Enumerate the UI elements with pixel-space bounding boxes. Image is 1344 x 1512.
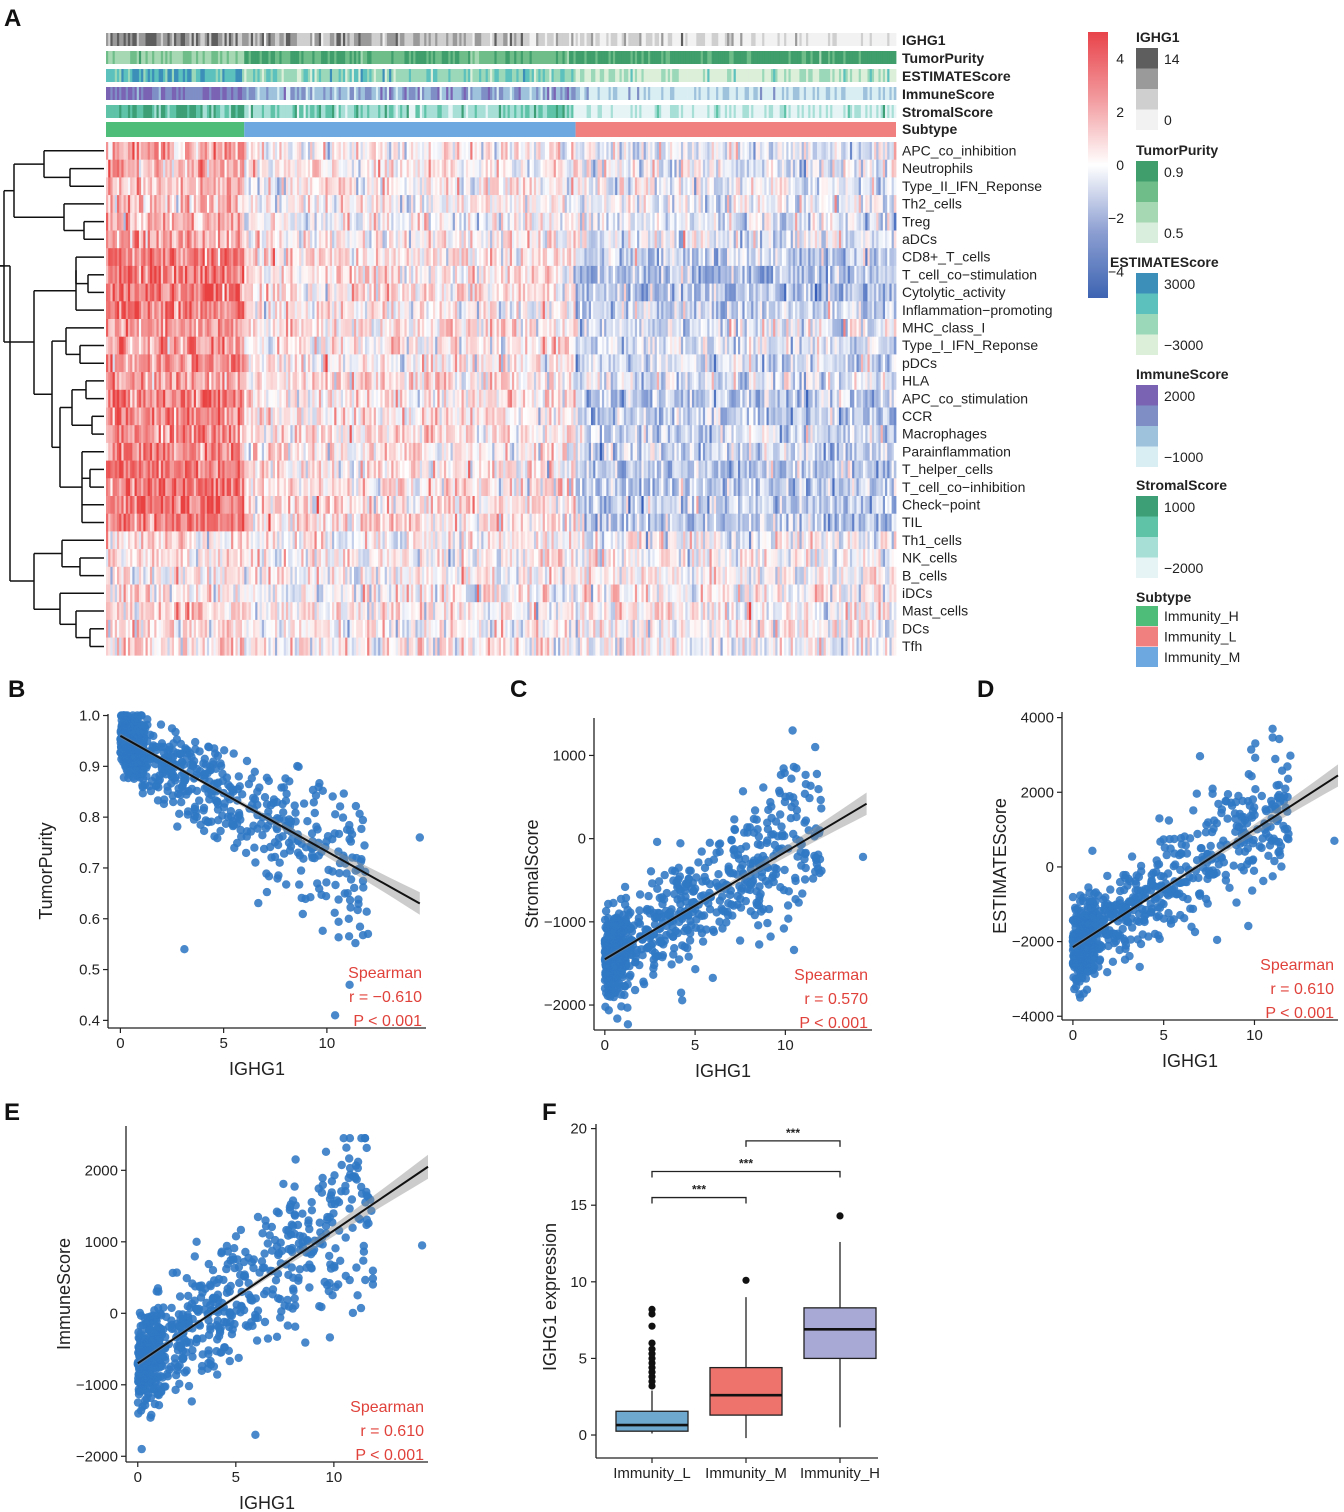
annotation-track-label: ESTIMATEScore: [902, 68, 1011, 84]
annotation-tracks: [106, 33, 896, 137]
annotation-track-subtype: [106, 122, 896, 137]
heatmap-row: [106, 142, 896, 160]
annotation-track-label: IGHG1: [902, 32, 946, 48]
annotation-track-label: Subtype: [902, 121, 957, 137]
heatmap-cell: [894, 213, 897, 231]
heatmap-cell: [894, 160, 897, 178]
annotation-track-estimatescore: [106, 69, 896, 82]
annotation-track-label: StromalScore: [902, 104, 993, 120]
heatmap-row: [106, 248, 896, 266]
annotation-track-label: ImmuneScore: [902, 86, 995, 102]
subtype-block-immunity_h: [106, 122, 244, 137]
heatmap-row: [106, 231, 896, 249]
track-cell: [894, 87, 897, 100]
heatmap-row: [106, 195, 896, 213]
heatmap-row: [106, 284, 896, 302]
heatmap-body: [106, 142, 896, 656]
heatmap-cell: [894, 248, 897, 266]
annotation-track-tumorpurity: [106, 51, 896, 64]
subtype-block-immunity_l: [576, 122, 896, 137]
heatmap-row: [106, 266, 896, 284]
heatmap-row: [106, 177, 896, 195]
panel-a-heatmap: A IGHG1 TumorPurity ESTIMATEScore ImmuneSco…: [0, 5, 1240, 667]
annotation-track-stromalscore: [106, 105, 896, 118]
track-cell: [894, 51, 897, 64]
heatmap-cell: [894, 177, 897, 195]
heatmap-cell: [894, 142, 897, 160]
panel-letter-a: A: [4, 5, 21, 32]
heatmap-cell: [894, 195, 897, 213]
subtype-block-immunity_m: [244, 122, 575, 137]
track-cell: [894, 105, 897, 118]
figure: A IGHG1 TumorPurity ESTIMATEScore ImmuneSco…: [0, 0, 1344, 1512]
annotation-track-label: TumorPurity: [902, 50, 984, 66]
heatmap-row: [106, 213, 896, 231]
heatmap-cell: [894, 266, 897, 284]
heatmap-cell: [894, 231, 897, 249]
heatmap-row: [106, 160, 896, 178]
annotation-track-immunescore: [106, 87, 896, 100]
track-cell: [894, 69, 897, 82]
annotation-track-ighg1: [106, 33, 896, 46]
track-cell: [894, 33, 897, 46]
annotation-track-labels: IGHG1 TumorPurity ESTIMATEScore ImmuneScore…: [902, 32, 1011, 137]
